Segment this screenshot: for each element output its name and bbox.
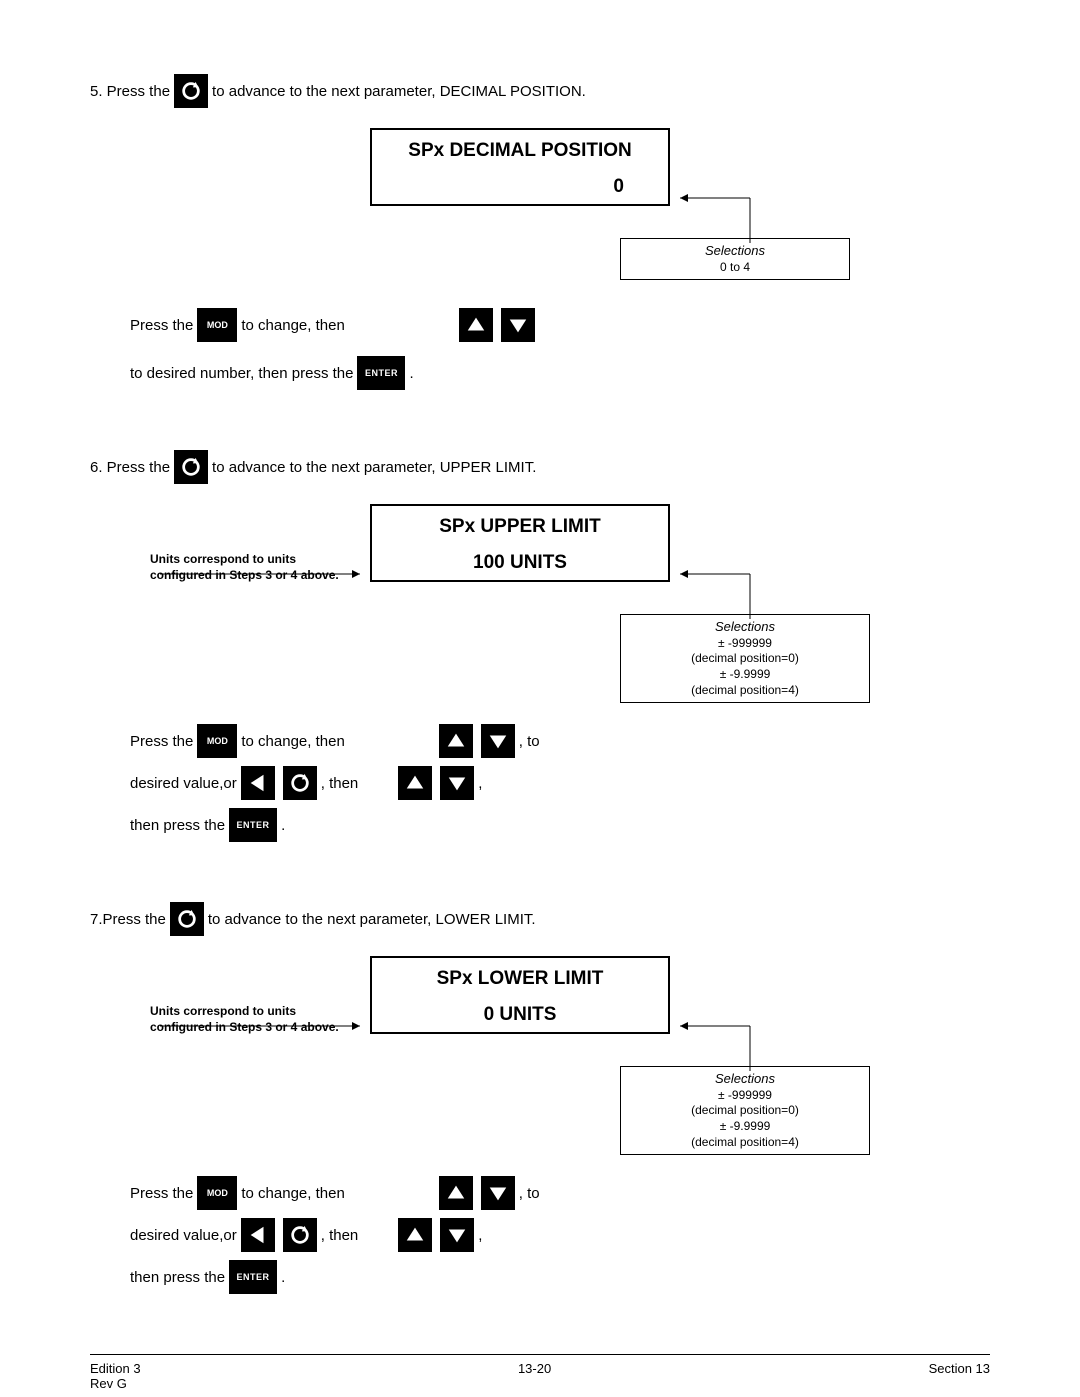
up-icon[interactable] <box>398 1218 432 1252</box>
text: , to <box>519 733 540 750</box>
display-title: SPx LOWER LIMIT <box>386 968 654 990</box>
up-icon[interactable] <box>439 1176 473 1210</box>
left-icon[interactable] <box>241 1218 275 1252</box>
step6-section: 6. Press the to advance to the next para… <box>90 450 990 842</box>
text: desired value,or <box>130 1227 237 1244</box>
text: Press the <box>130 1185 193 1202</box>
sel-line: ± -999999 <box>635 1088 855 1104</box>
units-note: Units correspond to units configured in … <box>150 1004 350 1035</box>
text: , to <box>519 1185 540 1202</box>
step7-section: 7.Press the to advance to the next param… <box>90 902 990 1294</box>
sel-line: ± -9.9999 <box>635 667 855 683</box>
display-lower-limit: SPx LOWER LIMIT 0 UNITS <box>370 956 670 1034</box>
page-footer: Edition 3 Rev G 13-20 Section 13 <box>90 1354 990 1391</box>
enter-button[interactable]: ENTER <box>357 356 405 390</box>
text: . <box>281 1269 285 1286</box>
step6-intro-pre: 6. Press the <box>90 459 170 476</box>
text: then press the <box>130 1269 225 1286</box>
text: , then <box>321 1227 359 1244</box>
footer-rev: Rev G <box>90 1376 141 1391</box>
cycle-icon[interactable] <box>174 450 208 484</box>
mod-button[interactable]: MOD <box>197 1176 237 1210</box>
sel-line: (decimal position=0) <box>635 1103 855 1119</box>
sel-line: (decimal position=4) <box>635 683 855 699</box>
enter-button[interactable]: ENTER <box>229 808 277 842</box>
text: to change, then <box>241 733 344 750</box>
footer-edition: Edition 3 <box>90 1361 141 1376</box>
units-note: Units correspond to units configured in … <box>150 552 350 583</box>
step5-intro-post: to advance to the next parameter, DECIMA… <box>212 83 586 100</box>
enter-button[interactable]: ENTER <box>229 1260 277 1294</box>
sel-title: Selections <box>635 1071 855 1088</box>
mod-button[interactable]: MOD <box>197 308 237 342</box>
sel-line: (decimal position=4) <box>635 1135 855 1151</box>
text: then press the <box>130 817 225 834</box>
selections-box: Selections ± -999999 (decimal position=0… <box>620 614 870 703</box>
sel-line: (decimal position=0) <box>635 651 855 667</box>
text: Press the <box>130 733 193 750</box>
text: . <box>281 817 285 834</box>
footer-section: Section 13 <box>929 1361 990 1376</box>
down-icon[interactable] <box>481 1176 515 1210</box>
cycle-icon[interactable] <box>283 1218 317 1252</box>
sel-title: Selections <box>635 619 855 636</box>
down-icon[interactable] <box>481 724 515 758</box>
step7-intro-post: to advance to the next parameter, LOWER … <box>208 911 536 928</box>
step7-intro-pre: 7.Press the <box>90 911 166 928</box>
cycle-icon[interactable] <box>174 74 208 108</box>
cycle-icon[interactable] <box>283 766 317 800</box>
text: to change, then <box>241 1185 344 1202</box>
cycle-icon[interactable] <box>170 902 204 936</box>
step5-section: 5. Press the to advance to the next para… <box>90 74 990 390</box>
text: Press the <box>130 317 193 334</box>
down-icon[interactable] <box>501 308 535 342</box>
text: , then <box>321 775 359 792</box>
text: desired value,or <box>130 775 237 792</box>
text: , <box>478 775 482 792</box>
sel-line: ± -999999 <box>635 636 855 652</box>
display-upper-limit: SPx UPPER LIMIT 100 UNITS <box>370 504 670 582</box>
step5-intro-pre: 5. Press the <box>90 83 170 100</box>
text: . <box>409 365 413 382</box>
mod-button[interactable]: MOD <box>197 724 237 758</box>
text: , <box>478 1227 482 1244</box>
text: to desired number, then press the <box>130 365 353 382</box>
sel-line: ± -9.9999 <box>635 1119 855 1135</box>
display-decimal-position: SPx DECIMAL POSITION 0 <box>370 128 670 206</box>
left-icon[interactable] <box>241 766 275 800</box>
display-value: 0 UNITS <box>386 1004 654 1026</box>
up-icon[interactable] <box>439 724 473 758</box>
step6-intro-post: to advance to the next parameter, UPPER … <box>212 459 536 476</box>
footer-page: 13-20 <box>518 1361 551 1376</box>
sel-line: 0 to 4 <box>635 260 835 276</box>
up-icon[interactable] <box>398 766 432 800</box>
display-value: 0 <box>386 176 654 198</box>
display-value: 100 UNITS <box>386 552 654 574</box>
display-title: SPx DECIMAL POSITION <box>386 140 654 162</box>
selections-box: Selections 0 to 4 <box>620 238 850 280</box>
text: to change, then <box>241 317 344 334</box>
up-icon[interactable] <box>459 308 493 342</box>
down-icon[interactable] <box>440 766 474 800</box>
down-icon[interactable] <box>440 1218 474 1252</box>
selections-box: Selections ± -999999 (decimal position=0… <box>620 1066 870 1155</box>
display-title: SPx UPPER LIMIT <box>386 516 654 538</box>
sel-title: Selections <box>635 243 835 260</box>
